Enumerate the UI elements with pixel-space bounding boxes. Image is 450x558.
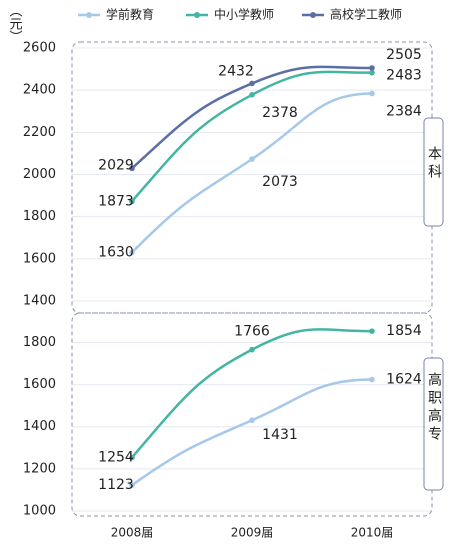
data-label: 2384 (386, 104, 422, 120)
y-tick-label: 1400 (23, 419, 56, 434)
y-axis-label: （元） (7, 4, 23, 43)
y-tick-label: 1200 (23, 461, 56, 476)
data-label: 2073 (262, 174, 298, 190)
y-tick-label: 1800 (23, 209, 56, 224)
legend-marker (86, 12, 92, 18)
data-label: 2029 (98, 157, 134, 173)
data-point (249, 346, 255, 353)
y-tick-label: 2000 (23, 167, 56, 182)
data-label: 1123 (98, 477, 134, 493)
data-point (129, 165, 135, 172)
data-label: 1431 (262, 427, 298, 443)
data-label: 1254 (98, 449, 134, 465)
data-point (129, 249, 135, 256)
panel-label: 本科 (426, 146, 442, 182)
data-label: 1624 (386, 372, 422, 388)
legend-label: 中小学教师 (214, 7, 274, 22)
series-line (131, 92, 373, 254)
x-tick-label: 2009届 (231, 526, 274, 540)
data-point (249, 417, 255, 424)
panel-label-box (423, 117, 444, 227)
legend-marker (194, 12, 200, 18)
data-label: 2505 (386, 47, 422, 63)
y-tick-label: 2400 (23, 83, 56, 98)
data-point (129, 198, 135, 205)
panel-label: 高职高专 (426, 371, 442, 444)
data-point (369, 376, 375, 383)
y-tick-label: 1600 (23, 377, 56, 392)
data-label: 1854 (386, 323, 422, 339)
data-point (369, 90, 375, 97)
data-point (129, 454, 135, 461)
data-label: 2378 (262, 105, 298, 121)
data-point (369, 69, 375, 76)
legend-label: 学前教育 (106, 7, 154, 22)
data-point (249, 156, 255, 162)
data-label: 1630 (98, 245, 134, 261)
y-tick-label: 1600 (23, 251, 56, 266)
panel-label-box (423, 357, 444, 491)
y-tick-label: 1400 (23, 294, 56, 309)
data-point (129, 482, 135, 488)
legend-marker (310, 12, 316, 18)
y-tick-label: 1800 (23, 335, 56, 350)
data-point (249, 92, 255, 98)
data-label: 1873 (98, 193, 134, 209)
legend-label: 高校学工教师 (330, 7, 402, 22)
y-tick-label: 2600 (23, 41, 56, 56)
y-tick-label: 2200 (23, 125, 56, 140)
data-point (249, 80, 255, 87)
x-tick-label: 2008届 (111, 526, 154, 540)
y-tick-label: 1000 (23, 504, 56, 519)
data-point (369, 65, 375, 71)
data-label: 1766 (234, 324, 270, 340)
data-point (369, 328, 375, 334)
x-tick-label: 2010届 (351, 526, 394, 540)
data-label: 2432 (218, 63, 254, 79)
data-label: 2483 (386, 68, 422, 84)
